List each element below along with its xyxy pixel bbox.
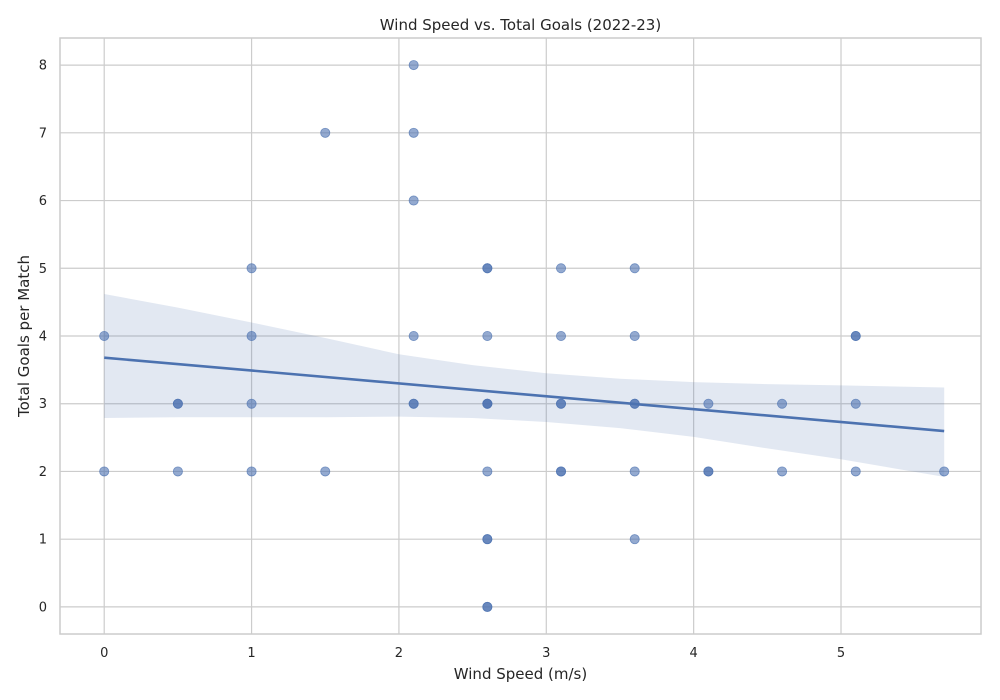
data-point — [246, 330, 257, 341]
y-tick-label: 8 — [39, 59, 47, 74]
data-point — [246, 466, 257, 477]
data-point — [556, 263, 567, 274]
data-point — [629, 263, 640, 274]
data-point — [850, 330, 861, 341]
data-point — [320, 127, 331, 138]
x-tick-label: 0 — [100, 646, 108, 661]
y-tick-label: 2 — [39, 465, 47, 480]
y-tick-label: 3 — [39, 397, 47, 412]
data-point — [172, 466, 183, 477]
data-point — [482, 398, 493, 409]
x-tick-label: 3 — [542, 646, 550, 661]
x-tick-label: 4 — [690, 646, 698, 661]
data-point — [850, 398, 861, 409]
data-point — [482, 601, 493, 612]
data-point — [172, 398, 183, 409]
confidence-band-layer — [104, 294, 945, 477]
y-tick-labels: 0 1 2 3 4 5 6 7 8 — [39, 59, 47, 616]
data-point — [703, 466, 714, 477]
x-tick-label: 2 — [395, 646, 403, 661]
data-point — [246, 263, 257, 274]
data-point — [99, 466, 110, 477]
data-point — [408, 60, 419, 71]
data-point — [99, 330, 110, 341]
y-axis-label: Total Goals per Match — [15, 255, 33, 418]
x-axis-label: Wind Speed (m/s) — [454, 665, 587, 683]
data-point — [408, 330, 419, 341]
data-point — [408, 398, 419, 409]
regression-layer — [104, 356, 945, 433]
data-point — [777, 398, 788, 409]
data-point — [408, 127, 419, 138]
plot-frame — [59, 37, 982, 635]
x-tick-label: 1 — [247, 646, 255, 661]
data-point — [482, 330, 493, 341]
data-point — [939, 466, 950, 477]
confidence-band — [104, 294, 945, 477]
x-tick-labels: 0 1 2 3 4 5 — [100, 646, 845, 661]
data-point — [408, 195, 419, 206]
data-point — [556, 466, 567, 477]
data-point — [629, 534, 640, 545]
data-point — [850, 466, 861, 477]
y-tick-label: 5 — [39, 262, 47, 277]
y-tick-label: 6 — [39, 194, 47, 209]
data-point — [320, 466, 331, 477]
data-point — [703, 398, 714, 409]
y-tick-label: 0 — [39, 600, 47, 615]
regression-line — [104, 356, 945, 433]
data-point — [629, 466, 640, 477]
y-tick-label: 4 — [39, 330, 47, 345]
data-point — [482, 466, 493, 477]
y-tick-label: 1 — [39, 533, 47, 548]
x-tick-label: 5 — [837, 646, 845, 661]
data-point — [556, 330, 567, 341]
data-point — [556, 398, 567, 409]
y-tick-label: 7 — [39, 126, 47, 141]
chart-title: Wind Speed vs. Total Goals (2022-23) — [380, 16, 661, 34]
data-point — [777, 466, 788, 477]
data-point — [482, 263, 493, 274]
grid — [60, 38, 981, 634]
data-point — [629, 330, 640, 341]
data-point — [482, 534, 493, 545]
data-point — [246, 398, 257, 409]
